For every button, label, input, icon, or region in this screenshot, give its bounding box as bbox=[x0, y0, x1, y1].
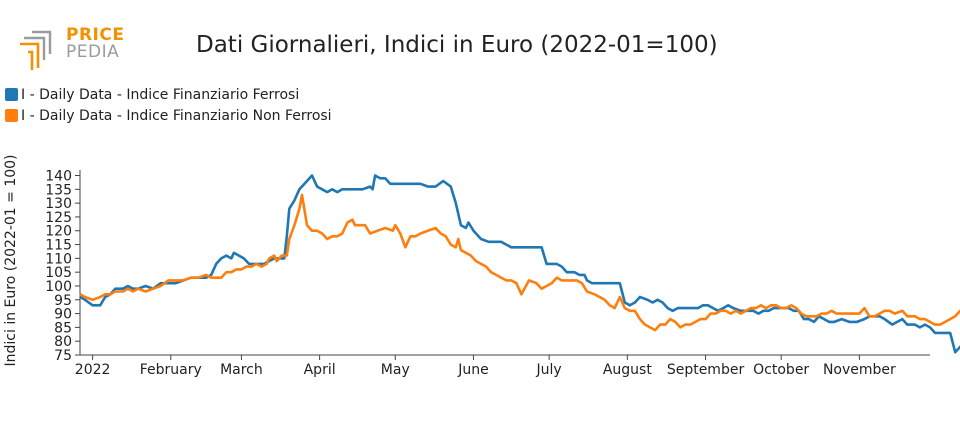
y-tick-label: 100 bbox=[45, 279, 72, 295]
x-tick-label: October bbox=[753, 362, 809, 378]
y-tick-label: 95 bbox=[54, 293, 72, 309]
y-tick-label: 140 bbox=[45, 169, 72, 185]
legend-swatch-ferrosi bbox=[5, 88, 18, 101]
y-tick-label: 135 bbox=[45, 182, 72, 198]
y-tick-label: 115 bbox=[45, 238, 72, 254]
logo-text-price: PRICE bbox=[66, 25, 125, 45]
x-tick-label: July bbox=[536, 362, 562, 378]
y-tick-label: 75 bbox=[54, 348, 72, 364]
y-tick-label: 130 bbox=[45, 196, 72, 212]
chart-title: Dati Giornalieri, Indici in Euro (2022-0… bbox=[196, 32, 718, 58]
y-tick-label: 110 bbox=[45, 251, 72, 267]
series-line-ferrosi bbox=[79, 174, 960, 354]
x-tick-label: May bbox=[381, 362, 410, 378]
x-tick-label: June bbox=[457, 362, 489, 378]
x-tick-label: 2022 bbox=[75, 362, 111, 378]
y-tick-label: 125 bbox=[45, 210, 72, 226]
x-tick-label: April bbox=[304, 362, 336, 378]
y-tick-label: 120 bbox=[45, 224, 72, 240]
legend-swatch-non-ferrosi bbox=[5, 109, 18, 122]
legend-item-non-ferrosi[interactable]: I - Daily Data - Indice Finanziario Non … bbox=[5, 105, 332, 126]
y-tick-label: 80 bbox=[54, 334, 72, 350]
series-line-non-ferrosi bbox=[79, 193, 960, 332]
y-tick-label: 90 bbox=[54, 307, 72, 323]
x-tick-label: September bbox=[667, 362, 745, 378]
logo-text-pedia: PEDIA bbox=[66, 42, 120, 62]
chart-legend: I - Daily Data - Indice Finanziario Ferr… bbox=[5, 84, 332, 126]
x-tick-label: November bbox=[823, 362, 896, 378]
x-tick-label: March bbox=[220, 362, 263, 378]
pricepedia-logo: PRICE PEDIA bbox=[18, 24, 128, 74]
y-tick-label: 85 bbox=[54, 320, 72, 336]
x-tick-label: February bbox=[140, 362, 202, 378]
x-tick-label: August bbox=[603, 362, 653, 378]
y-axis-title: Indici in Euro (2022-01 = 100) bbox=[3, 155, 19, 367]
legend-item-ferrosi[interactable]: I - Daily Data - Indice Finanziario Ferr… bbox=[5, 84, 332, 105]
y-tick-label: 105 bbox=[45, 265, 72, 281]
legend-label-non-ferrosi: I - Daily Data - Indice Finanziario Non … bbox=[21, 107, 332, 124]
legend-label-ferrosi: I - Daily Data - Indice Finanziario Ferr… bbox=[21, 86, 300, 103]
logo-mark-icon bbox=[20, 30, 52, 70]
